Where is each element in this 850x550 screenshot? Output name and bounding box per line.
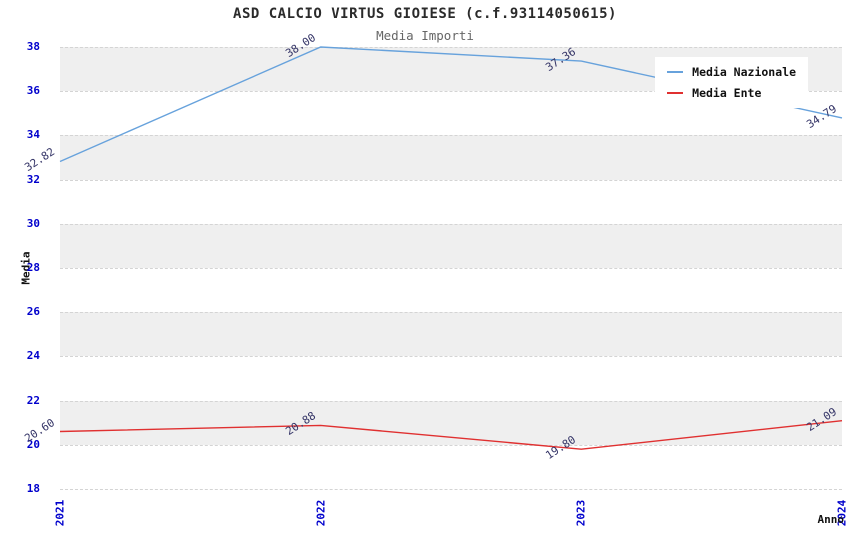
media-ente-line-swatch-icon [667, 92, 684, 94]
media-nazionale-line-swatch-icon [667, 71, 684, 73]
point-labels-layer: 32.82 38.00 37.36 34.79 20.60 20.88 19.80 21.09 [22, 31, 842, 489]
x-tick-label: 2021 [53, 499, 67, 527]
legend-item-media-nazionale: Media Nazionale [667, 65, 796, 79]
point-label: 21.09 [804, 404, 839, 434]
point-label: 19.80 [543, 433, 579, 463]
y-tick-label: 34 [26, 128, 40, 142]
y-tick-label: 18 [26, 482, 40, 495]
point-label: 20.88 [282, 409, 318, 439]
legend: Media Nazionale Media Ente [655, 57, 808, 108]
y-tick-label: 22 [26, 393, 40, 407]
y-tick-label: 36 [26, 84, 40, 98]
x-axis-tick-labels: 2021 2022 2023 2024 [54, 490, 849, 540]
y-tick-label: 38 [26, 40, 40, 53]
legend-label-media-nazionale: Media Nazionale [692, 65, 796, 79]
grid-band [60, 223, 842, 268]
y-tick-label: 28 [26, 261, 40, 274]
x-axis-title: Anno [817, 513, 845, 526]
chart-title: ASD CALCIO VIRTUS GIOIESE (c.f.931140506… [233, 6, 617, 22]
line-media-ente [59, 420, 843, 450]
legend-item-media-ente: Media Ente [667, 86, 796, 100]
legend-label-media-ente: Media Ente [692, 86, 762, 100]
x-tick-label: 2022 [314, 499, 328, 527]
grid-band [60, 135, 842, 180]
point-label: 37.36 [543, 45, 579, 75]
grid-band [60, 312, 842, 357]
chart-subtitle: Media Importi [376, 28, 474, 43]
y-tick-label: 32 [26, 172, 40, 186]
grid-band [60, 179, 842, 224]
grid-band [60, 356, 842, 401]
y-tick-label: 26 [26, 305, 40, 319]
grid-band [60, 444, 842, 489]
y-tick-label: 24 [26, 349, 40, 363]
grid-band [60, 268, 842, 313]
point-label: 34.79 [804, 102, 839, 131]
plot-area: 32.82 38.00 37.36 34.79 20.60 20.88 19.80 21.09 [22, 31, 843, 490]
x-tick-label: 2023 [574, 499, 588, 527]
y-tick-label: 20 [26, 437, 40, 451]
y-tick-label: 30 [26, 216, 40, 230]
y-axis-tick-labels: 38 36 34 32 30 28 26 24 22 20 18 [0, 40, 50, 495]
